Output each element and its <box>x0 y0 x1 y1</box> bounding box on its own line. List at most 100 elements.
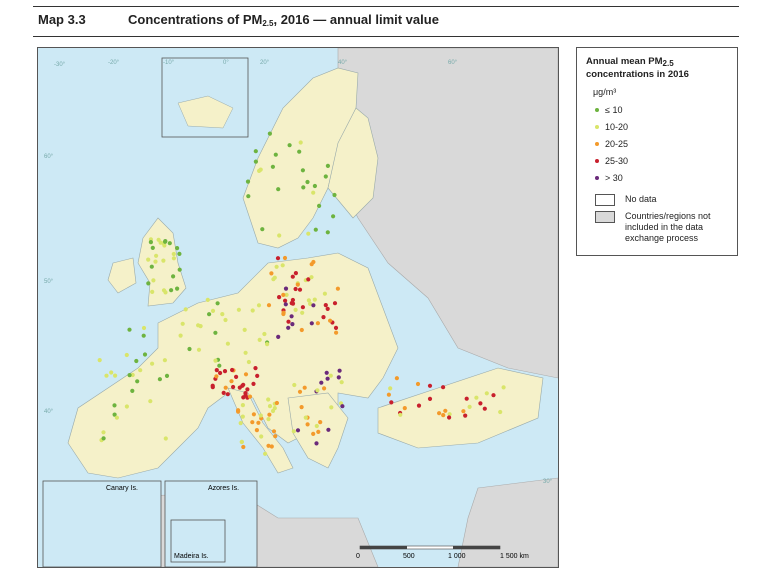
station-dot <box>315 388 320 393</box>
dot-icon <box>595 125 599 129</box>
station-dot <box>243 350 248 355</box>
station-dot <box>148 399 153 404</box>
station-dot <box>313 227 318 232</box>
station-dot <box>146 281 151 286</box>
inset-top-land <box>177 95 234 129</box>
station-dot <box>415 381 421 387</box>
station-dot <box>171 256 176 261</box>
station-dot <box>484 391 489 396</box>
station-dot <box>388 386 393 391</box>
station-dot <box>150 361 155 366</box>
station-dot <box>326 427 331 432</box>
station-dot <box>292 382 297 388</box>
station-dot <box>225 341 230 346</box>
station-dot <box>389 400 394 405</box>
legend-unit: μg/m³ <box>593 87 617 97</box>
station-dot <box>398 412 403 417</box>
station-dot <box>317 203 322 208</box>
title-rule <box>33 36 739 37</box>
station-dot <box>254 428 259 433</box>
station-dot <box>237 385 242 390</box>
station-dot <box>266 443 271 448</box>
station-dot <box>257 337 262 342</box>
station-dot <box>474 395 479 400</box>
station-dot <box>322 291 327 296</box>
station-dot <box>247 394 253 399</box>
scale-label: 1 500 km <box>500 553 529 560</box>
station-dot <box>114 415 119 420</box>
station-dot <box>329 405 334 410</box>
graticule-label: 40° <box>338 60 348 66</box>
station-dot <box>242 327 247 332</box>
station-dot <box>276 187 281 192</box>
station-dot <box>305 422 310 427</box>
station-dot <box>141 325 147 331</box>
station-dot <box>402 406 407 411</box>
station-dot <box>124 404 129 409</box>
station-dot <box>154 253 159 258</box>
station-dot <box>151 278 156 283</box>
station-dot <box>175 246 180 251</box>
station-dot <box>333 325 339 330</box>
station-dot <box>332 301 338 306</box>
station-dot <box>218 370 223 376</box>
station-dot <box>250 308 255 313</box>
station-dot <box>164 373 170 378</box>
station-dot <box>236 307 241 312</box>
station-dot <box>281 310 286 315</box>
station-dot <box>297 287 303 292</box>
station-dot <box>295 428 301 433</box>
legend-panel: Annual mean PM2.5 concentrations in 2016 … <box>576 47 738 256</box>
station-dot <box>306 231 311 236</box>
station-dot <box>262 331 267 337</box>
station-dot <box>130 388 135 393</box>
station-dot <box>177 267 182 272</box>
station-dot <box>276 334 281 339</box>
station-dot <box>283 298 288 303</box>
station-dot <box>245 179 251 184</box>
station-dot <box>196 347 202 352</box>
graticule-label: 0° <box>223 60 229 66</box>
station-dot <box>467 404 472 409</box>
station-dot <box>266 303 272 308</box>
station-dot <box>214 368 219 373</box>
station-dot <box>163 290 168 295</box>
station-dot <box>253 366 258 371</box>
station-dot <box>284 292 289 297</box>
station-dot <box>171 274 176 279</box>
station-dot <box>311 259 316 265</box>
station-dot <box>240 403 245 408</box>
station-dot <box>302 385 307 390</box>
station-dot <box>287 143 292 148</box>
station-dot <box>314 441 319 446</box>
station-dot <box>146 257 151 262</box>
station-dot <box>220 312 225 317</box>
station-dot <box>163 436 168 441</box>
no-data-label: No data <box>625 194 657 204</box>
station-dot <box>113 373 118 378</box>
station-dot <box>230 367 235 373</box>
station-dot <box>124 352 129 358</box>
inset-madeira <box>170 519 226 563</box>
station-dot <box>275 256 281 261</box>
station-dot <box>141 333 146 338</box>
station-dot <box>498 409 503 415</box>
station-dot <box>305 179 310 185</box>
station-dots <box>97 131 506 456</box>
station-dot <box>213 358 218 363</box>
station-dot <box>214 374 219 379</box>
station-dot <box>213 330 218 335</box>
map-panel[interactable]: -30° -20° -10° 0° 20° 40° 60° 60° 50° 40… <box>37 47 559 568</box>
station-dot <box>149 264 154 269</box>
legend-class-4: 25-30 <box>595 155 628 167</box>
station-dot <box>482 406 487 411</box>
station-dot <box>240 414 245 419</box>
station-dot <box>427 383 433 388</box>
station-dot <box>461 409 466 414</box>
graticule-label: -30° <box>54 62 66 68</box>
station-dot <box>153 259 158 264</box>
station-dot <box>283 286 289 291</box>
station-dot <box>112 403 117 408</box>
station-dot <box>221 390 226 395</box>
station-dot <box>101 430 106 435</box>
